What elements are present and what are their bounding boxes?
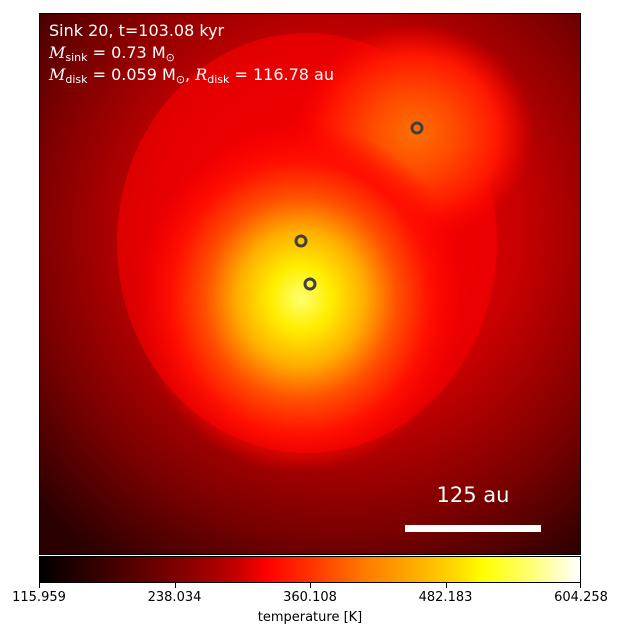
colorbar-tick: [580, 583, 581, 588]
sink-marker: [410, 121, 424, 135]
colorbar-tick: [310, 583, 311, 588]
colorbar-tick: [39, 583, 40, 588]
colorbar-tick: [174, 583, 176, 588]
sink-mass-text: Msink = 0.73 M⊙: [49, 43, 175, 64]
scale-bar: [405, 525, 541, 532]
colorbar-tick-label: 360.108: [283, 590, 337, 605]
colorbar-tick-label: 482.183: [418, 590, 473, 605]
colorbar-label: temperature [K]: [257, 610, 363, 625]
colorbar: [39, 556, 581, 583]
colorbar-tick-label: 604.258: [554, 590, 608, 605]
colorbar-tick-label: 115.959: [12, 590, 66, 605]
temperature-map-svg: [39, 13, 581, 555]
colorbar-tick-label: 238.034: [147, 590, 202, 605]
disk-text: Mdisk = 0.059 M⊙, Rdisk = 116.78 au: [49, 65, 334, 86]
scale-bar-label: 125 au: [436, 483, 510, 507]
temperature-map: [39, 13, 581, 555]
sink-marker: [294, 234, 308, 248]
sink-title: Sink 20, t=103.08 kyr: [49, 21, 225, 40]
colorbar-tick: [445, 583, 447, 588]
sink-marker: [303, 277, 317, 291]
